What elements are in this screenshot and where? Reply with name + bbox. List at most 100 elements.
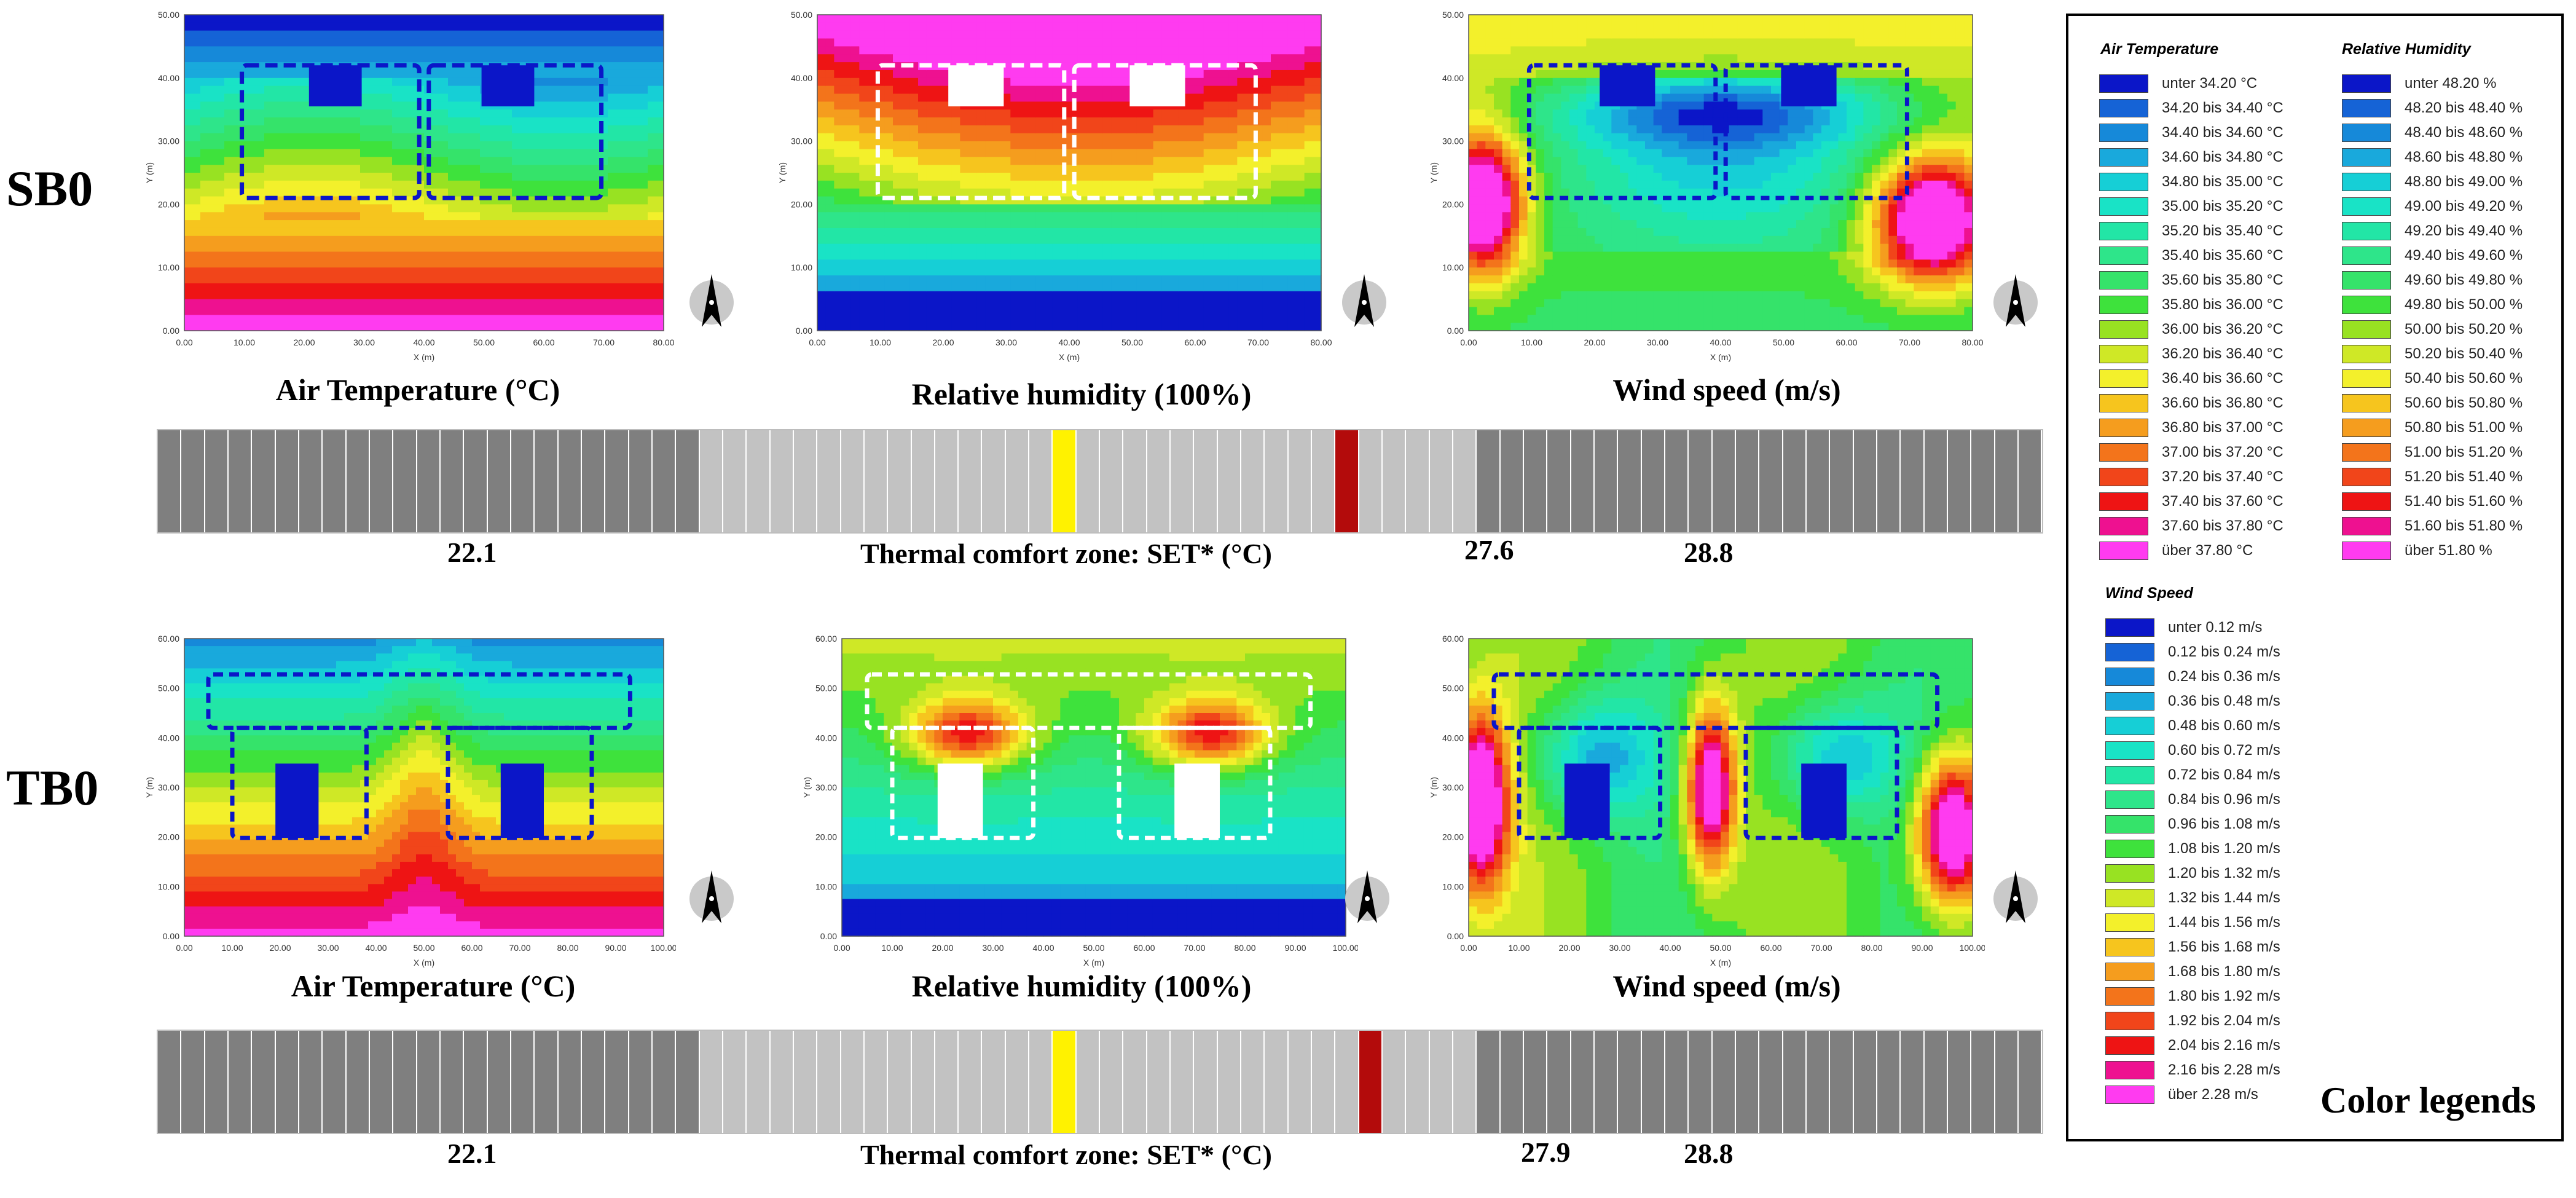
heatmap-cell [216,69,225,79]
heatmap-cell [1237,173,1246,181]
heatmap-cell [1077,299,1086,308]
heatmap-cell [1212,117,1221,126]
heatmap-cell [1304,173,1313,181]
heatmap-cell [1010,22,1019,31]
heatmap-cell [1195,227,1204,237]
heatmap-cell [1094,133,1104,142]
heatmap-cell [1287,85,1297,95]
heatmap-cell [1494,157,1503,165]
heatmap-cell [528,46,536,55]
heatmap-cell [876,22,885,31]
heatmap-cell [1052,235,1061,245]
heatmap-cell [1035,251,1045,260]
heatmap-sb0-relative-humidity: 0.00 10.00 20.00 30.00 40.00 50.00 60.00 70.00 8… [774,6,1333,369]
heatmap-cell [1262,15,1271,23]
heatmap-cell [1035,188,1045,197]
heatmap-cell [336,323,345,331]
heatmap-cell [943,188,952,197]
heatmap-cell [926,299,935,308]
heatmap-cell [1170,149,1179,157]
heatmap-cell [528,275,536,284]
heatmap-cell [608,125,616,134]
heatmap-cell [536,307,544,315]
heatmap-cell [1287,315,1297,323]
heatmap-cell [1203,101,1212,110]
heatmap-cell [1187,173,1196,181]
heatmap-cell [1136,283,1145,292]
heatmap-cell [592,165,600,173]
heatmap-cell [1271,307,1280,315]
heatmap-cell [1094,165,1104,173]
heatmap-cell [656,62,664,71]
heatmap-cell [288,157,297,165]
heatmap-cell [432,173,441,181]
heatmap-cell [1228,46,1238,55]
heatmap-cell [1287,220,1297,229]
heatmap-cell [536,283,544,292]
heatmap-cell [560,188,568,197]
heatmap-cell [432,291,441,300]
heatmap-cell [616,54,624,63]
heatmap-cell [376,227,385,237]
heatmap-cell [432,220,441,229]
heatmap-cell [1094,77,1104,87]
heatmap-cell [256,46,265,55]
heatmap-cell [868,220,877,229]
heatmap-cell [876,157,885,165]
heatmap-cell [1069,204,1078,213]
heatmap-cell [528,141,536,150]
heatmap-cell [624,46,632,55]
heatmap-cell [560,275,568,284]
heatmap-cell [1077,173,1086,181]
heatmap-cell [232,291,241,300]
heatmap-cell [656,267,664,276]
heatmap-cell [640,77,648,87]
heatmap-cell [1077,243,1086,253]
heatmap-cell [448,38,457,47]
heatmap-cell [232,299,241,308]
heatmap-cell [376,235,385,245]
heatmap-cell [352,291,361,300]
heatmap-cell [1313,77,1322,87]
heatmap-cell [1052,165,1061,173]
heatmap-cell [842,283,852,292]
heatmap-cell [648,275,656,284]
heatmap-cell [184,259,193,268]
heatmap-cell [1120,259,1129,268]
x-tick-label: 0.00 [176,337,192,347]
heatmap-cell [640,251,648,260]
heatmap-cell [1485,93,1494,102]
heatmap-cell [1010,307,1019,315]
heatmap-cell [280,251,289,260]
heatmap-cell [935,125,944,134]
x-tick-label: 10.00 [870,337,891,347]
heatmap-cell [496,188,505,197]
heatmap-cell [200,38,209,47]
heatmap-cell [1120,235,1129,245]
heatmap-cell [1203,46,1212,55]
heatmap-cell [464,315,473,323]
heatmap-cell [1052,117,1061,126]
heatmap-cell [528,212,536,221]
heatmap-cell [1019,204,1028,213]
y-tick-label: 0.00 [163,326,179,336]
heatmap-cell [1077,22,1086,31]
heatmap-cell [416,259,425,268]
heatmap-cell [1061,283,1070,292]
heatmap-cell [512,283,520,292]
heatmap-cell [1187,69,1196,79]
heatmap-cell [1228,323,1238,331]
heatmap-cell [1195,77,1204,87]
heatmap-cell [248,109,257,118]
heatmap-cell [1077,180,1086,189]
heatmap-cell [296,267,305,276]
heatmap-cell [1279,275,1288,284]
heatmap-cell [842,133,852,142]
heatmap-cell [568,323,576,331]
heatmap-cell [248,204,257,213]
heatmap-cell [464,15,473,23]
heatmap-cell [1170,46,1179,55]
heatmap-cell [1220,220,1230,229]
heatmap-cell [1485,15,1494,23]
heatmap-cell [216,46,225,55]
